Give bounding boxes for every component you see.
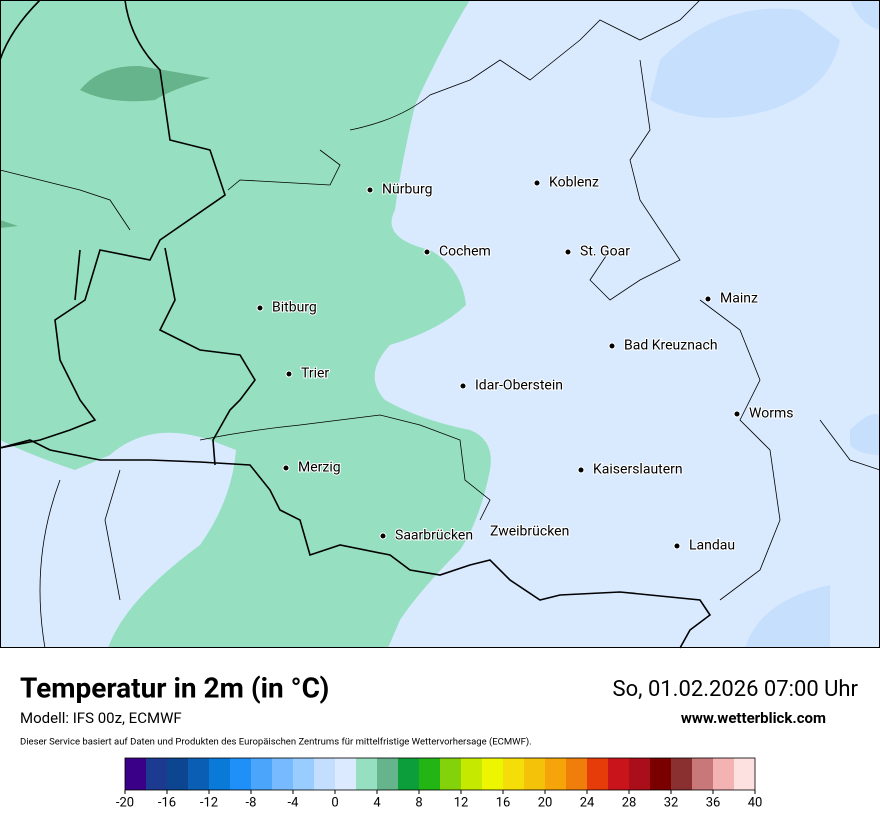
city-label: Idar-Oberstein <box>475 378 563 394</box>
city-label: St. Goar <box>580 244 630 260</box>
color-swatch <box>587 758 609 790</box>
color-swatch <box>545 758 567 790</box>
city-dot <box>282 464 290 472</box>
border <box>0 0 256 466</box>
city-dot <box>564 248 572 256</box>
city-label: Kaiserslautern <box>593 462 683 478</box>
title: Temperatur in 2m (in °C) <box>20 671 329 704</box>
cold-area <box>650 8 840 118</box>
map: Nürburg Koblenz Cochem St. Goar Mainz Bitburg… <box>0 0 880 649</box>
tick-label: -20 <box>116 795 134 810</box>
city-dot <box>733 410 741 418</box>
color-swatch <box>272 758 294 790</box>
border <box>0 439 712 649</box>
color-swatch <box>608 758 630 790</box>
tick-label: 8 <box>415 795 422 810</box>
cold-area <box>745 585 830 648</box>
city-dot <box>533 179 541 187</box>
warmer-area <box>80 65 210 102</box>
model: Modell: IFS 00z, ECMWF <box>20 709 182 727</box>
city-label: Merzig <box>298 460 341 476</box>
city-dot <box>704 295 712 303</box>
color-swatch <box>524 758 546 790</box>
color-swatch <box>230 758 252 790</box>
city-dot <box>256 304 264 312</box>
warmer-area <box>0 220 18 228</box>
color-swatch <box>146 758 168 790</box>
city-label: Trier <box>301 366 329 382</box>
color-swatch <box>713 758 735 790</box>
tick-label: -16 <box>158 795 176 810</box>
colorbar: -20 -16 -12 -8 -4 0 4 8 12 16 20 24 28 32 36 40 <box>116 757 763 810</box>
cold-area <box>850 414 880 455</box>
cities: Nürburg Koblenz Cochem St. Goar Mainz Bitburg… <box>256 174 794 555</box>
color-swatch <box>629 758 651 790</box>
city-dot <box>673 542 681 550</box>
color-swatch <box>125 758 147 790</box>
city-label: Landau <box>689 538 735 554</box>
tick-label: -8 <box>246 795 257 810</box>
color-swatch <box>335 758 357 790</box>
mild-area <box>0 0 491 648</box>
color-swatch <box>377 758 399 790</box>
city-label: Mainz <box>720 291 758 307</box>
city-label: Saarbrücken <box>395 528 473 544</box>
admin-line <box>0 0 880 649</box>
city-dot <box>608 342 616 350</box>
tick-label: 4 <box>373 795 381 810</box>
tick-label: -12 <box>200 795 218 810</box>
color-swatch <box>167 758 189 790</box>
datetime: So, 01.02.2026 07:00 Uhr <box>613 677 859 702</box>
colorbar-frame <box>124 757 756 791</box>
color-swatch <box>293 758 315 790</box>
disclaimer: Dieser Service basiert auf Daten und Pro… <box>20 737 532 748</box>
city-label: Nürburg <box>382 182 433 198</box>
city-label: Koblenz <box>549 175 599 191</box>
color-swatch <box>692 758 714 790</box>
color-swatch <box>209 758 231 790</box>
tick-label: 24 <box>580 795 595 810</box>
color-swatch <box>461 758 483 790</box>
city-label: Bad Kreuznach <box>624 338 718 354</box>
city-dot <box>577 466 585 474</box>
color-swatch <box>188 758 210 790</box>
tick-label: 20 <box>538 795 553 810</box>
city-label: Bitburg <box>272 300 317 316</box>
tick-label: 36 <box>706 795 721 810</box>
city-label: Zweibrücken <box>490 524 569 540</box>
tick-label: 40 <box>748 795 763 810</box>
tick-label: 28 <box>622 795 637 810</box>
city-dot <box>285 370 293 378</box>
city-dot <box>366 186 374 194</box>
color-swatch <box>419 758 441 790</box>
tick-label: 12 <box>454 795 469 810</box>
tick-label: 32 <box>664 795 679 810</box>
color-swatch <box>503 758 525 790</box>
city-label: Cochem <box>439 244 491 260</box>
color-swatch <box>251 758 273 790</box>
color-swatch <box>314 758 336 790</box>
tick-label: -4 <box>288 795 300 810</box>
color-swatch <box>650 758 672 790</box>
tick-label: 0 <box>331 795 338 810</box>
color-swatch <box>566 758 588 790</box>
city-dot <box>379 532 387 540</box>
cold-area <box>850 0 880 30</box>
city-label: Worms <box>749 406 793 422</box>
color-swatch <box>398 758 420 790</box>
color-swatch <box>734 758 756 790</box>
color-swatch <box>356 758 378 790</box>
city-dot <box>423 248 431 256</box>
tick-label: 16 <box>496 795 511 810</box>
color-swatch <box>440 758 462 790</box>
color-swatch <box>482 758 504 790</box>
color-swatch <box>671 758 693 790</box>
city-dot <box>459 382 467 390</box>
website: www.wetterblick.com <box>681 709 826 727</box>
